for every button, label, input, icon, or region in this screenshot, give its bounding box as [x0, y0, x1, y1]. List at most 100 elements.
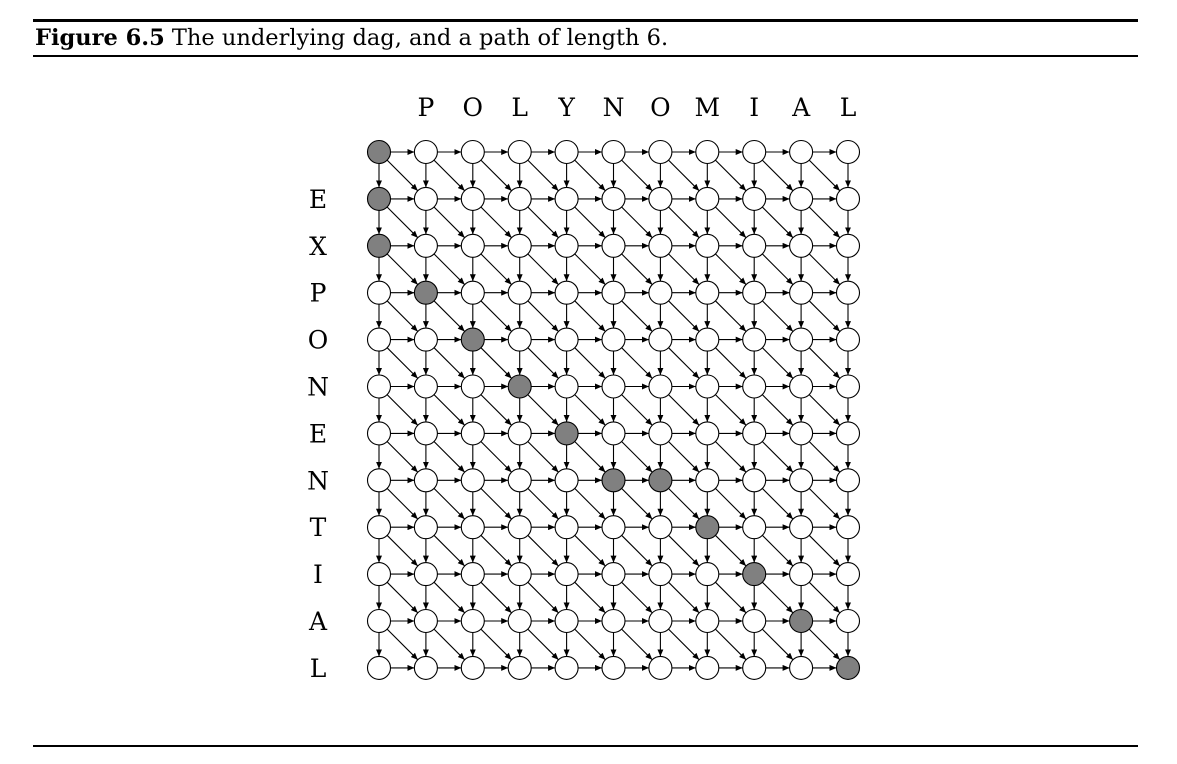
edge-diagonal	[386, 441, 419, 473]
edge-diagonal	[808, 347, 841, 379]
grid-node	[742, 468, 767, 493]
figure-caption-text: The underlying dag, and a path of length…	[164, 25, 669, 51]
top-rule	[33, 19, 1138, 22]
path-node	[601, 468, 626, 493]
edge-diagonal	[386, 628, 419, 661]
edge-diagonal	[761, 488, 794, 520]
edge-diagonal	[808, 488, 841, 520]
grid-node	[554, 655, 579, 680]
grid-node	[835, 608, 861, 634]
grid-node	[789, 186, 814, 211]
grid-node	[601, 562, 626, 587]
grid-node	[507, 139, 532, 165]
edge-diagonal	[574, 159, 606, 192]
edge-diagonal	[574, 534, 606, 567]
grid-node	[413, 468, 438, 493]
edge-diagonal	[433, 534, 466, 567]
bottom-rule	[33, 745, 1138, 747]
edge-diagonal	[433, 347, 466, 379]
edge-diagonal	[715, 347, 747, 379]
grid-node	[742, 280, 767, 305]
edge-diagonal	[433, 488, 466, 520]
grid-node	[601, 515, 626, 540]
grid-node	[413, 655, 438, 680]
grid-node	[366, 562, 392, 587]
edge-diagonal	[433, 581, 466, 614]
grid-node	[835, 233, 861, 258]
edge-diagonal	[574, 581, 606, 614]
grid-node	[648, 280, 673, 305]
edge-diagonal	[480, 159, 512, 192]
grid-node	[507, 608, 532, 634]
grid-node	[789, 562, 814, 587]
grid-node	[742, 327, 767, 352]
grid-node	[460, 186, 485, 211]
edge-diagonal	[574, 394, 606, 426]
grid-node	[554, 233, 579, 258]
edge-diagonal	[433, 441, 466, 473]
grid-node	[366, 655, 392, 680]
edge-diagonal	[480, 206, 512, 239]
edge-diagonal	[527, 581, 559, 614]
grid-node	[366, 280, 392, 305]
edge-diagonal	[715, 488, 747, 520]
edge-diagonal	[574, 253, 606, 285]
grid-node	[554, 280, 579, 305]
edge-diagonal	[574, 441, 606, 473]
edge-diagonal	[668, 206, 700, 239]
row-letter: N	[307, 373, 329, 402]
edge-diagonal	[668, 628, 700, 661]
grid-node	[460, 655, 485, 680]
edge-diagonal	[621, 206, 653, 239]
grid-node	[413, 139, 438, 165]
edge-diagonal	[527, 534, 559, 567]
edge-diagonal	[761, 534, 794, 567]
grid-node	[695, 468, 720, 493]
grid-node	[413, 608, 438, 634]
edge-diagonal	[668, 488, 700, 520]
edge-diagonal	[621, 253, 653, 285]
edge-diagonal	[668, 300, 700, 332]
grid-node	[648, 139, 673, 165]
edge-diagonal	[621, 534, 653, 567]
edge-diagonal	[808, 206, 841, 239]
edge-diagonal	[574, 300, 606, 332]
grid-node	[789, 139, 814, 165]
edge-diagonal	[715, 534, 747, 567]
edge-diagonal	[668, 534, 700, 567]
edge-diagonal	[574, 347, 606, 379]
edge-diagonal	[668, 253, 700, 285]
column-letter: L	[511, 93, 528, 122]
edge-diagonal	[808, 581, 841, 614]
nodes	[366, 139, 861, 680]
grid-node	[601, 421, 626, 446]
edge-diagonal	[761, 628, 794, 661]
grid-node	[366, 327, 392, 352]
edge-diagonal	[808, 159, 841, 192]
column-letter: Y	[557, 93, 575, 122]
grid-node	[413, 374, 438, 399]
edge-diagonal	[480, 253, 512, 285]
grid-node	[554, 374, 579, 399]
column-letter: M	[694, 93, 720, 122]
path-node	[366, 186, 392, 211]
edge-diagonal	[574, 206, 606, 239]
edge-diagonal	[433, 300, 466, 332]
row-letter: X	[309, 232, 327, 261]
grid-node	[366, 468, 392, 493]
edge-diagonal	[386, 159, 419, 192]
edge-diagonal	[527, 347, 559, 379]
edge-diagonal	[621, 300, 653, 332]
path-node	[554, 421, 579, 446]
edge-diagonal	[715, 206, 747, 239]
row-letter: E	[309, 419, 327, 448]
grid-node	[460, 468, 485, 493]
row-letter: N	[307, 466, 329, 495]
grid-node	[835, 468, 861, 493]
column-letter: O	[650, 93, 671, 122]
grid-node	[648, 327, 673, 352]
column-letter: P	[417, 93, 434, 122]
grid-node	[835, 562, 861, 587]
